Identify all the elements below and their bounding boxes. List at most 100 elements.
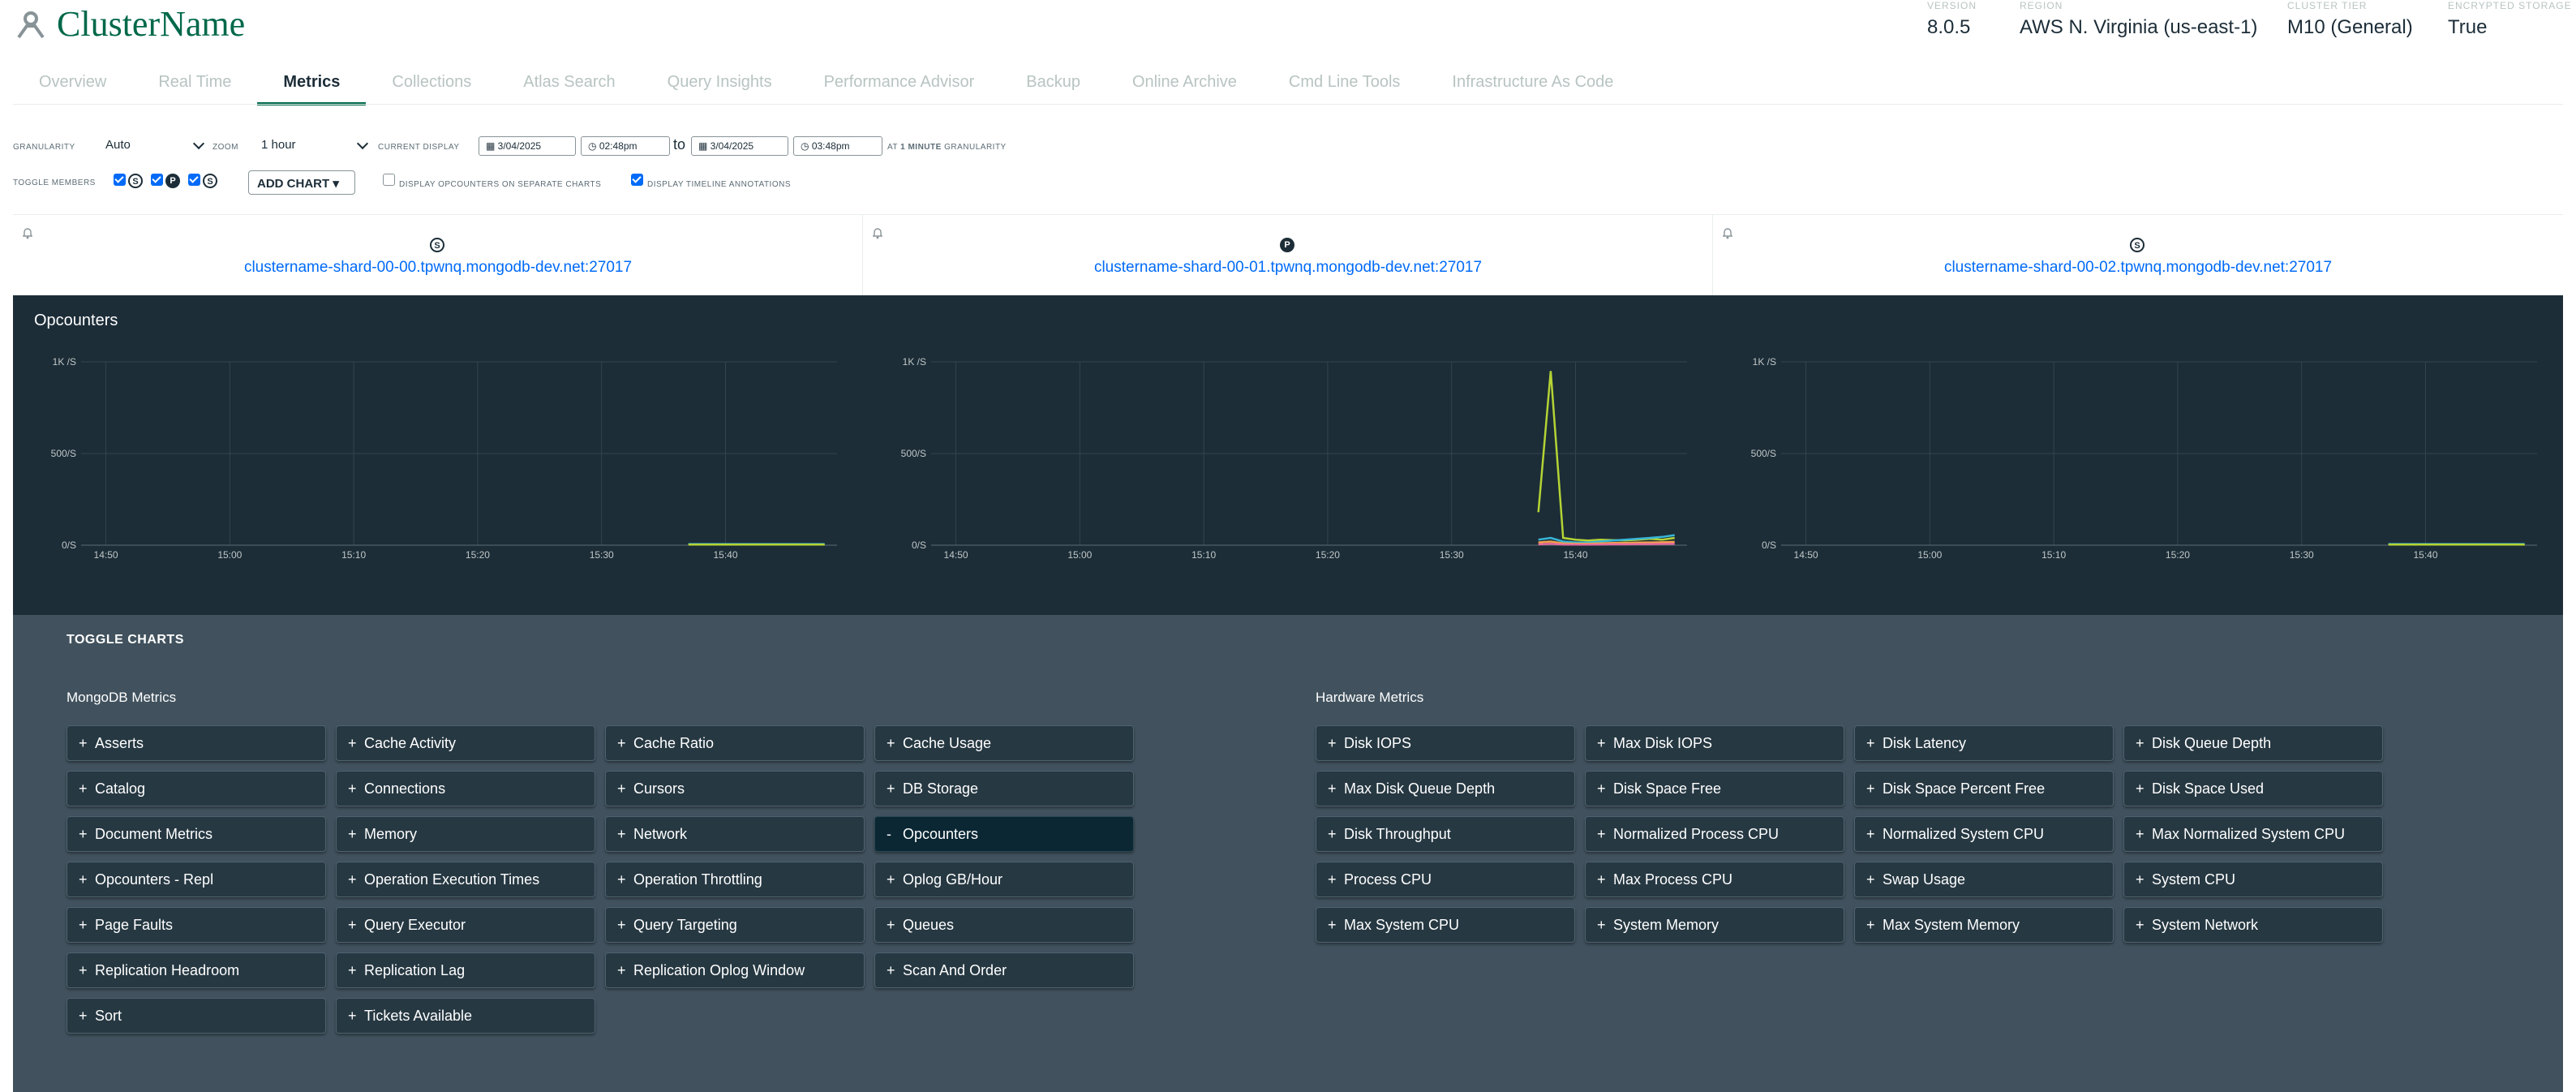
toggle-chart-button[interactable]: + Network [605,816,865,852]
toggle-chart-button[interactable]: + System Network [2123,907,2383,943]
tab-backup[interactable]: Backup [1026,73,1080,91]
add-chart-button[interactable]: ADD CHART ▾ [248,170,355,195]
toggle-chart-button[interactable]: + Max System Memory [1854,907,2114,943]
end-time-input[interactable]: ◷ 03:48pm [793,136,882,156]
tab-query-insights[interactable]: Query Insights [667,73,772,91]
clock-icon: ◷ [801,140,812,152]
host-link[interactable]: clustername-shard-00-01.tpwnq.mongodb-de… [1093,259,1483,276]
opcounters-chart-host-1[interactable]: 1K /S 500/S 0/S 14:50 15:00 15:10 15:20 15:30 15… [19,344,847,571]
plus-icon: + [887,780,895,797]
bell-icon[interactable] [871,226,884,239]
tab-performance-advisor[interactable]: Performance Advisor [823,73,975,91]
toggle-chart-button[interactable]: + Replication Headroom [67,952,326,988]
toggle-chart-button[interactable]: + DB Storage [874,771,1134,806]
toggle-chart-label: Disk Queue Depth [2152,735,2272,751]
toggle-chart-button[interactable]: + Normalized System CPU [1854,816,2114,852]
toggle-chart-button[interactable]: + Replication Oplog Window [605,952,865,988]
toggle-chart-button[interactable]: - Opcounters [874,816,1134,852]
toggle-chart-button[interactable]: + Disk Space Used [2123,771,2383,806]
opcounters-chart-host-3[interactable]: 1K /S 500/S 0/S 14:50 15:00 15:10 15:20 15:30 15… [1719,344,2547,571]
tab-overview[interactable]: Overview [39,73,107,91]
toggle-chart-button[interactable]: + Query Targeting [605,907,865,943]
toggle-charts-panel: TOGGLE CHARTS MongoDB Metrics Hardware M… [13,615,2563,1092]
toggle-chart-label: Replication Lag [364,962,466,978]
granularity-select[interactable]: Auto [101,135,206,156]
toggle-chart-button[interactable]: + Swap Usage [1854,862,2114,897]
plus-icon: + [1597,735,1606,751]
toggle-chart-button[interactable]: + Cache Ratio [605,725,865,761]
toggle-chart-label: Cache Activity [364,735,457,751]
toggle-chart-button[interactable]: + Document Metrics [67,816,326,852]
toggle-chart-label: Max System Memory [1883,917,2020,933]
member-3-checkbox[interactable] [188,174,200,186]
toggle-chart-label: Opcounters - Repl [95,871,214,888]
toggle-chart-button[interactable]: + Max Normalized System CPU [2123,816,2383,852]
toggle-chart-button[interactable]: + Memory [336,816,595,852]
toggle-chart-button[interactable]: + Tickets Available [336,998,595,1034]
toggle-chart-label: Cache Usage [903,735,992,751]
toggle-chart-button[interactable]: + Operation Throttling [605,862,865,897]
toggle-chart-button[interactable]: + Cache Usage [874,725,1134,761]
bell-icon[interactable] [1721,226,1734,239]
zoom-select[interactable]: 1 hour [256,135,370,156]
toggle-chart-button[interactable]: + Operation Execution Times [336,862,595,897]
plus-icon: + [1328,917,1337,933]
toggle-chart-label: DB Storage [903,780,979,797]
host-link[interactable]: clustername-shard-00-02.tpwnq.mongodb-de… [1943,259,2333,276]
toggle-chart-button[interactable]: + Connections [336,771,595,806]
toggle-chart-button[interactable]: + Disk Queue Depth [2123,725,2383,761]
toggle-members-label: TOGGLE MEMBERS [13,178,96,187]
toggle-chart-button[interactable]: + Max Process CPU [1585,862,1844,897]
start-time-input[interactable]: ◷ 02:48pm [581,136,670,156]
tab-collections[interactable]: Collections [392,73,472,91]
toggle-chart-button[interactable]: + Disk Latency [1854,725,2114,761]
start-date-input[interactable]: ▦ 3/04/2025 [479,136,576,156]
toggle-chart-button[interactable]: + Catalog [67,771,326,806]
toggle-chart-label: Connections [364,780,446,797]
toggle-chart-button[interactable]: + System Memory [1585,907,1844,943]
timeline-annotations-checkbox[interactable] [631,174,643,186]
toggle-chart-button[interactable]: + Disk Throughput [1316,816,1575,852]
toggle-chart-button[interactable]: + Opcounters - Repl [67,862,326,897]
member-1-checkbox[interactable] [114,174,126,186]
toggle-chart-button[interactable]: + System CPU [2123,862,2383,897]
tab-real-time[interactable]: Real Time [158,73,232,91]
x-tick-label: 15:40 [1563,549,1587,561]
separate-charts-checkbox[interactable] [383,174,395,186]
end-date-input[interactable]: ▦ 3/04/2025 [691,136,788,156]
y-tick-label: 0/S [1762,540,1776,551]
toggle-chart-button[interactable]: + Scan And Order [874,952,1134,988]
plus-icon: + [887,735,895,751]
toggle-chart-button[interactable]: + Disk Space Free [1585,771,1844,806]
toggle-chart-button[interactable]: + Disk IOPS [1316,725,1575,761]
tab-infrastructure-as-code[interactable]: Infrastructure As Code [1452,73,1614,91]
toggle-chart-button[interactable]: + Query Executor [336,907,595,943]
timeline-annotations-label: DISPLAY TIMELINE ANNOTATIONS [647,180,792,189]
toggle-chart-button[interactable]: + Cache Activity [336,725,595,761]
toggle-chart-label: Network [633,826,688,842]
x-tick-label: 15:10 [2041,549,2066,561]
toggle-chart-button[interactable]: + Max Disk Queue Depth [1316,771,1575,806]
toggle-chart-button[interactable]: + Queues [874,907,1134,943]
toggle-chart-button[interactable]: + Asserts [67,725,326,761]
toggle-chart-button[interactable]: + Max System CPU [1316,907,1575,943]
toggle-chart-button[interactable]: + Normalized Process CPU [1585,816,1844,852]
toggle-chart-button[interactable]: + Cursors [605,771,865,806]
tab-cmd-line-tools[interactable]: Cmd Line Tools [1288,73,1401,91]
bell-icon[interactable] [21,226,34,239]
toggle-chart-button[interactable]: + Max Disk IOPS [1585,725,1844,761]
toggle-chart-button[interactable]: + Disk Space Percent Free [1854,771,2114,806]
toggle-chart-button[interactable]: + Sort [67,998,326,1034]
granularity-note: AT 1 MINUTE GRANULARITY [887,143,1007,152]
tab-online-archive[interactable]: Online Archive [1131,73,1237,91]
toggle-chart-button[interactable]: + Process CPU [1316,862,1575,897]
host-link[interactable]: clustername-shard-00-00.tpwnq.mongodb-de… [243,259,633,276]
tab-atlas-search[interactable]: Atlas Search [523,73,616,91]
member-2-checkbox[interactable] [151,174,163,186]
toggle-chart-button[interactable]: + Oplog GB/Hour [874,862,1134,897]
tab-metrics[interactable]: Metrics [257,68,367,105]
minus-icon: - [887,826,891,842]
opcounters-chart-host-2[interactable]: 1K /S 500/S 0/S 14:50 15:00 15:10 15:20 15:30 15… [869,344,1697,571]
toggle-chart-button[interactable]: + Replication Lag [336,952,595,988]
toggle-chart-button[interactable]: + Page Faults [67,907,326,943]
